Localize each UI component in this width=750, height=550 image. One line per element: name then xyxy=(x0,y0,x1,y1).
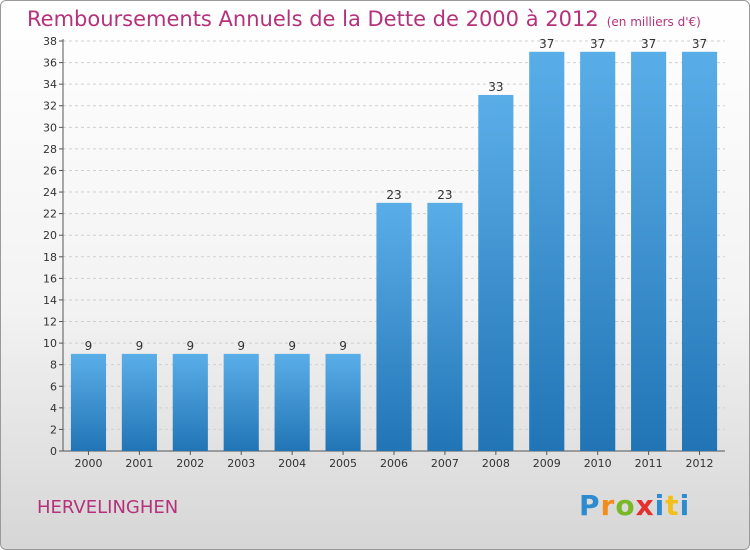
data-label: 9 xyxy=(288,339,296,353)
data-label: 9 xyxy=(85,339,93,353)
y-tick-label: 8 xyxy=(50,359,57,372)
x-tick-label: 2000 xyxy=(74,457,102,470)
logo-letter: t xyxy=(665,489,680,522)
y-tick-label: 0 xyxy=(50,445,57,458)
y-tick-label: 16 xyxy=(43,272,57,285)
data-label: 23 xyxy=(386,188,401,202)
y-tick-label: 36 xyxy=(43,57,57,70)
bar xyxy=(325,353,361,451)
data-label: 33 xyxy=(488,80,503,94)
data-label: 9 xyxy=(136,339,144,353)
x-tick-label: 2001 xyxy=(125,457,153,470)
y-tick-label: 26 xyxy=(43,164,57,177)
data-label: 37 xyxy=(641,37,656,51)
y-tick-label: 38 xyxy=(43,35,57,48)
y-tick-label: 30 xyxy=(43,121,57,134)
x-tick-label: 2004 xyxy=(278,457,306,470)
logo-letter: i xyxy=(679,489,691,522)
logo-letter: x xyxy=(635,489,655,522)
x-tick-label: 2012 xyxy=(686,457,714,470)
x-tick-label: 2002 xyxy=(176,457,204,470)
x-tick-label: 2007 xyxy=(431,457,459,470)
bar xyxy=(223,353,259,451)
logo-letter: i xyxy=(654,489,666,522)
chart-title: Remboursements Annuels de la Dette de 20… xyxy=(27,7,701,31)
logo-letter: r xyxy=(600,489,616,522)
data-label: 37 xyxy=(539,37,554,51)
y-tick-label: 28 xyxy=(43,143,57,156)
y-tick-label: 10 xyxy=(43,337,57,350)
bar xyxy=(121,353,157,451)
commune-name: HERVELINGHEN xyxy=(37,497,179,518)
data-label: 23 xyxy=(437,188,452,202)
bar xyxy=(172,353,208,451)
chart-unit: (en milliers d'€) xyxy=(606,15,701,29)
y-tick-label: 20 xyxy=(43,229,57,242)
bar xyxy=(681,51,718,451)
data-labels: 9 9 9 9 9 9 23 23 33 37 37 37 37 xyxy=(85,37,708,353)
y-tick-label: 12 xyxy=(43,316,57,329)
proxiti-logo[interactable]: Proxiti xyxy=(579,489,690,522)
bar xyxy=(274,353,310,451)
logo-letter: P xyxy=(579,489,601,522)
y-tick-label: 34 xyxy=(43,78,57,91)
y-tick-label: 22 xyxy=(43,208,57,221)
logo-letter: o xyxy=(615,489,636,522)
data-label: 9 xyxy=(186,339,194,353)
data-label: 37 xyxy=(692,37,707,51)
bar xyxy=(427,202,463,451)
y-tick-label: 24 xyxy=(43,186,57,199)
bar xyxy=(631,51,667,451)
bars xyxy=(70,51,718,452)
x-tick-labels: 2000 2001 2002 2003 2004 2005 2006 2007 2008 2009… xyxy=(74,457,713,470)
data-label: 9 xyxy=(237,339,245,353)
y-tick-label: 14 xyxy=(43,294,57,307)
x-tick-label: 2005 xyxy=(329,457,357,470)
x-tick-label: 2006 xyxy=(380,457,408,470)
bar xyxy=(529,51,565,451)
x-tick-label: 2003 xyxy=(227,457,255,470)
y-tick-label: 4 xyxy=(50,402,57,415)
x-tick-label: 2009 xyxy=(533,457,561,470)
y-tick-label: 18 xyxy=(43,251,57,264)
bar xyxy=(70,353,107,451)
data-label: 37 xyxy=(590,37,605,51)
chart-title-text: Remboursements Annuels de la Dette de 20… xyxy=(27,7,599,31)
bar xyxy=(580,51,616,451)
y-tick-label: 2 xyxy=(50,423,57,436)
x-tick-label: 2010 xyxy=(584,457,612,470)
data-label: 9 xyxy=(339,339,347,353)
y-tick-label: 32 xyxy=(43,100,57,113)
bar xyxy=(478,94,514,452)
x-tick-label: 2011 xyxy=(635,457,663,470)
bar xyxy=(376,202,412,451)
y-tick-label: 6 xyxy=(50,380,57,393)
x-tick-label: 2008 xyxy=(482,457,510,470)
